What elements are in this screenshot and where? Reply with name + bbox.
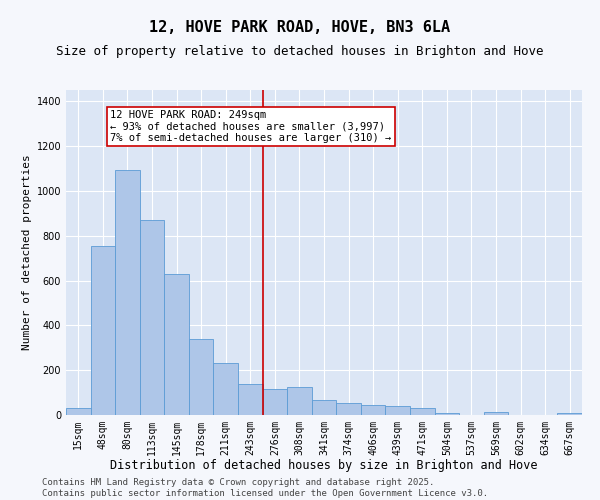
Text: Size of property relative to detached houses in Brighton and Hove: Size of property relative to detached ho… (56, 45, 544, 58)
Bar (164, 274, 189, 415)
Bar (287, 387, 312, 415)
Text: 12, HOVE PARK ROAD, HOVE, BN3 6LA: 12, HOVE PARK ROAD, HOVE, BN3 6LA (149, 20, 451, 35)
X-axis label: Distribution of detached houses by size in Brighton and Hove: Distribution of detached houses by size … (110, 460, 538, 472)
Bar (66, 408, 91, 415)
Bar (410, 408, 434, 415)
Bar (91, 246, 115, 415)
Bar (214, 364, 238, 415)
Bar (336, 402, 361, 415)
Bar (312, 400, 336, 415)
Text: Contains HM Land Registry data © Crown copyright and database right 2025.
Contai: Contains HM Land Registry data © Crown c… (42, 478, 488, 498)
Text: 12 HOVE PARK ROAD: 249sqm
← 93% of detached houses are smaller (3,997)
7% of sem: 12 HOVE PARK ROAD: 249sqm ← 93% of detac… (110, 110, 391, 144)
Y-axis label: Number of detached properties: Number of detached properties (22, 154, 32, 350)
Bar (484, 412, 508, 415)
Bar (385, 406, 410, 415)
Bar (361, 405, 385, 415)
Bar (189, 339, 214, 415)
Bar (140, 220, 164, 415)
Bar (115, 170, 140, 415)
Bar (557, 413, 582, 415)
Bar (238, 384, 263, 415)
Bar (263, 389, 287, 415)
Bar (434, 413, 459, 415)
